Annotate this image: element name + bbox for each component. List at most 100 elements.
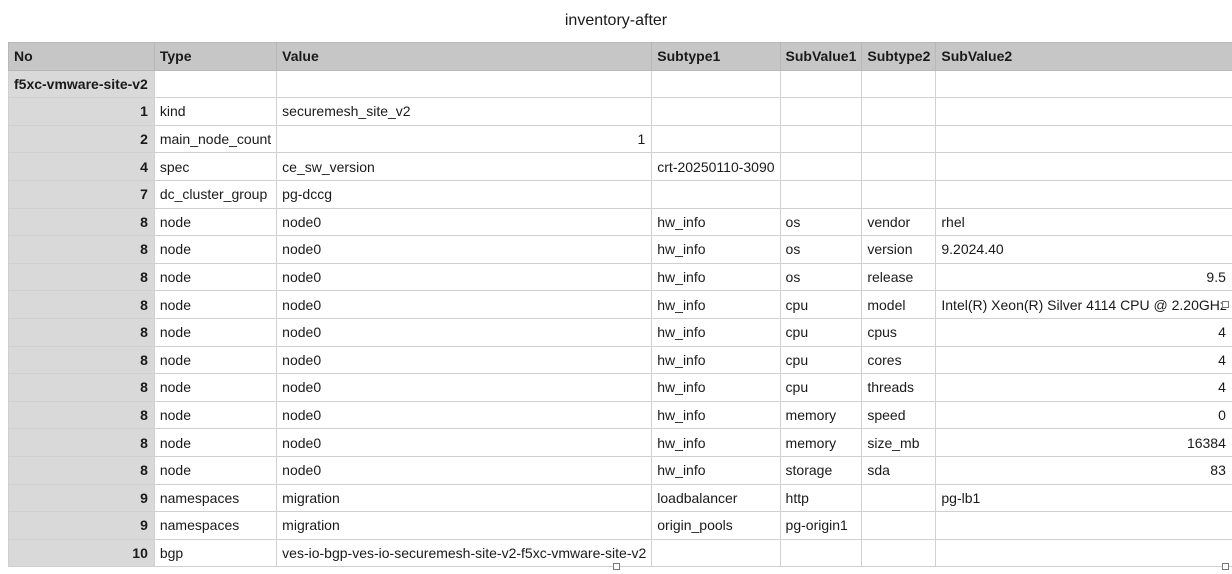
cell-no[interactable]: 7 (8, 179, 155, 209)
column-header-subvalue1[interactable]: SubValue1 (779, 42, 863, 71)
cell-value[interactable]: migration (276, 483, 653, 513)
cell-subtype2[interactable] (861, 483, 937, 513)
resize-handle-right[interactable] (1222, 301, 1229, 308)
cell-subtype1[interactable] (651, 179, 781, 209)
cell-subtype1[interactable]: hw_info (651, 317, 781, 347)
cell-subtype1[interactable]: hw_info (651, 455, 781, 485)
cell-type[interactable]: main_node_count (153, 124, 278, 154)
cell-subvalue2[interactable] (935, 538, 1232, 568)
cell-subvalue1[interactable]: os (779, 262, 863, 292)
cell-subvalue1[interactable]: memory (779, 428, 863, 457)
cell-subvalue1[interactable]: pg-origin1 (779, 511, 863, 540)
cell-value[interactable]: 1 (276, 124, 653, 154)
column-header-subvalue2[interactable]: SubValue2 (935, 42, 1232, 71)
cell-no[interactable]: 8 (8, 400, 155, 430)
cell-no[interactable]: 9 (8, 483, 155, 513)
cell-subvalue1[interactable]: os (779, 207, 863, 237)
cell-subtype1[interactable]: hw_info (651, 428, 781, 457)
cell-type[interactable]: node (153, 262, 278, 292)
cell-type[interactable] (153, 69, 278, 99)
cell-subtype1[interactable]: hw_info (651, 345, 781, 375)
cell-subvalue1[interactable] (779, 124, 863, 154)
cell-type[interactable]: namespaces (153, 483, 278, 513)
cell-subtype1[interactable]: crt-20250110-3090 (651, 152, 781, 181)
cell-type[interactable]: node (153, 207, 278, 237)
cell-subvalue2[interactable] (935, 124, 1232, 154)
cell-type[interactable]: node (153, 235, 278, 264)
cell-subtype2[interactable] (861, 511, 937, 540)
cell-no[interactable]: 8 (8, 207, 155, 237)
cell-subvalue1[interactable] (779, 179, 863, 209)
cell-no[interactable]: 8 (8, 317, 155, 347)
cell-subtype2[interactable]: vendor (861, 207, 937, 237)
cell-subvalue2[interactable]: 83 (935, 455, 1232, 485)
cell-type[interactable]: dc_cluster_group (153, 179, 278, 209)
cell-subtype1[interactable]: hw_info (651, 290, 781, 319)
cell-subvalue1[interactable] (779, 69, 863, 99)
cell-subtype2[interactable] (861, 538, 937, 568)
cell-subvalue1[interactable] (779, 97, 863, 126)
cell-value[interactable]: node0 (276, 455, 653, 485)
cell-subvalue2[interactable]: 4 (935, 317, 1232, 347)
cell-subtype2[interactable] (861, 69, 937, 99)
cell-subtype2[interactable]: version (861, 235, 937, 264)
cell-subtype1[interactable] (651, 124, 781, 154)
cell-subtype1[interactable]: loadbalancer (651, 483, 781, 513)
cell-value[interactable]: node0 (276, 290, 653, 319)
cell-subvalue2[interactable] (935, 511, 1232, 540)
cell-subtype2[interactable] (861, 152, 937, 181)
cell-value[interactable]: node0 (276, 262, 653, 292)
cell-subvalue1[interactable]: http (779, 483, 863, 513)
cell-value[interactable]: node0 (276, 317, 653, 347)
cell-subvalue1[interactable]: cpu (779, 317, 863, 347)
resize-handle-corner[interactable] (1222, 563, 1229, 570)
cell-subvalue1[interactable]: os (779, 235, 863, 264)
cell-no[interactable]: 1 (8, 97, 155, 126)
cell-subvalue2[interactable]: Intel(R) Xeon(R) Silver 4114 CPU @ 2.20G… (935, 290, 1232, 319)
cell-no[interactable]: 8 (8, 262, 155, 292)
column-header-no[interactable]: No (8, 42, 155, 71)
cell-subvalue2[interactable]: pg-lb1 (935, 483, 1232, 513)
cell-no[interactable]: 8 (8, 290, 155, 319)
cell-subvalue1[interactable] (779, 152, 863, 181)
cell-type[interactable]: spec (153, 152, 278, 181)
cell-subtype1[interactable]: hw_info (651, 373, 781, 402)
cell-subvalue2[interactable] (935, 69, 1232, 99)
cell-subtype1[interactable]: hw_info (651, 262, 781, 292)
inventory-table[interactable]: No Type Value Subtype1 SubValue1 Subtype2 SubV… (8, 42, 1232, 568)
cell-value[interactable]: ce_sw_version (276, 152, 653, 181)
cell-subvalue2[interactable] (935, 97, 1232, 126)
cell-type[interactable]: node (153, 373, 278, 402)
cell-subvalue1[interactable] (779, 538, 863, 568)
cell-subvalue2[interactable]: 16384 (935, 428, 1232, 457)
cell-type[interactable]: namespaces (153, 511, 278, 540)
cell-subtype1[interactable]: hw_info (651, 207, 781, 237)
cell-no[interactable]: 10 (8, 538, 155, 568)
cell-no[interactable]: 2 (8, 124, 155, 154)
cell-type[interactable]: node (153, 290, 278, 319)
cell-subvalue2[interactable]: 9.5 (935, 262, 1232, 292)
cell-subtype1[interactable]: origin_pools (651, 511, 781, 540)
cell-subtype1[interactable]: hw_info (651, 400, 781, 430)
cell-subvalue2[interactable]: 9.2024.40 (935, 235, 1232, 264)
cell-subtype2[interactable]: speed (861, 400, 937, 430)
cell-type[interactable]: node (153, 455, 278, 485)
cell-subtype2[interactable]: release (861, 262, 937, 292)
cell-subtype1[interactable] (651, 97, 781, 126)
cell-subtype2[interactable]: size_mb (861, 428, 937, 457)
cell-no[interactable]: 9 (8, 511, 155, 540)
cell-subvalue1[interactable]: cpu (779, 290, 863, 319)
cell-type[interactable]: node (153, 400, 278, 430)
cell-subvalue2[interactable]: 0 (935, 400, 1232, 430)
cell-no[interactable]: 8 (8, 428, 155, 457)
cell-subvalue2[interactable]: 4 (935, 345, 1232, 375)
column-header-value[interactable]: Value (276, 42, 653, 71)
cell-subvalue2[interactable] (935, 179, 1232, 209)
cell-value[interactable]: securemesh_site_v2 (276, 97, 653, 126)
cell-subvalue2[interactable]: rhel (935, 207, 1232, 237)
cell-type[interactable]: node (153, 317, 278, 347)
cell-value[interactable]: pg-dccg (276, 179, 653, 209)
cell-type[interactable]: kind (153, 97, 278, 126)
cell-no[interactable]: f5xc-vmware-site-v2 (8, 69, 155, 99)
cell-value[interactable]: ves-io-bgp-ves-io-securemesh-site-v2-f5x… (276, 538, 653, 568)
